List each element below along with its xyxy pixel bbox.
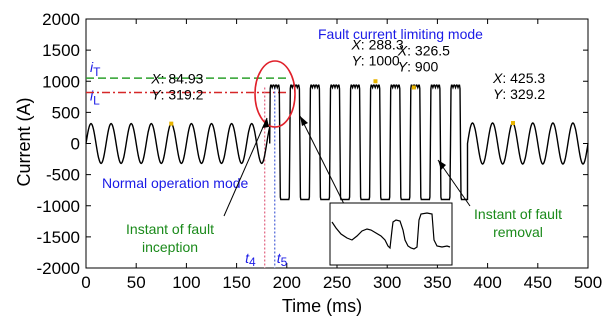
inception-arrowhead	[262, 118, 269, 128]
x-axis-label: Time (ms)	[282, 296, 362, 316]
fault-inception-annotation-line2: inception	[142, 239, 198, 255]
y-tick-label: -2000	[37, 259, 80, 278]
data-label-x: X: 84.93	[150, 71, 203, 87]
x-axis-ticks: 0 50 100 150 200 250 300 350 400 450 500	[81, 19, 602, 292]
threshold-lines: iT iL	[86, 59, 287, 107]
data-label-x: X: 326.5	[397, 42, 450, 58]
y-tick-label: -1000	[37, 197, 80, 216]
y-tick-label: 2000	[42, 10, 80, 29]
x-tick-label: 350	[423, 273, 451, 292]
current-waveform-line	[85, 84, 589, 201]
zoom-inset	[329, 202, 453, 266]
marker-label-4: t4	[245, 250, 256, 269]
x-tick-label: 250	[323, 273, 351, 292]
data-label-y: Y: 329.2	[493, 86, 545, 102]
threshold-label-L: iL	[90, 87, 100, 107]
x-tick-label: 100	[172, 273, 200, 292]
y-tick-label: 1500	[42, 41, 80, 60]
data-point-marker	[511, 121, 516, 126]
data-label-x: X: 288.3	[350, 36, 403, 52]
x-tick-label: 400	[473, 273, 501, 292]
y-axis-ticks: -2000 -1500 -1000 -500 0 500 1000 1500 2000	[37, 10, 588, 278]
fault-removal-annotation-line2: removal	[493, 224, 543, 240]
x-tick-label: 150	[222, 273, 250, 292]
x-tick-label: 200	[273, 273, 301, 292]
data-label-y: Y: 319.2	[151, 87, 203, 103]
x-tick-label: 50	[127, 273, 146, 292]
marker-label-5: t5	[277, 250, 288, 269]
annotations: Fault current limiting mode Normal opera…	[102, 26, 562, 255]
data-label-x: X: 425.3	[492, 70, 545, 86]
fault-inception-annotation-line1: Instant of fault	[126, 221, 214, 237]
y-tick-label: -1500	[37, 228, 80, 247]
threshold-label-T: iT	[90, 59, 101, 79]
fault-removal-annotation-line1: Instant of fault	[474, 206, 562, 222]
removal-arrowhead	[438, 160, 446, 170]
vertical-markers: t4 t5	[245, 87, 288, 269]
data-point-marker	[373, 79, 378, 84]
zoom-inset-trace	[331, 212, 451, 250]
y-axis-label: Current (A)	[14, 97, 34, 186]
x-tick-label: 0	[81, 273, 90, 292]
y-tick-label: 500	[52, 103, 80, 122]
fault-highlight-circle	[254, 60, 296, 128]
y-tick-label: 0	[71, 135, 80, 154]
data-point-marker	[411, 85, 416, 90]
removal-arrow	[437, 159, 471, 207]
data-point-marker	[169, 121, 174, 126]
fault-mode-annotation: Fault current limiting mode	[318, 26, 483, 42]
x-tick-label: 500	[574, 273, 602, 292]
normal-mode-annotation: Normal operation mode	[102, 175, 249, 191]
x-tick-label: 300	[373, 273, 401, 292]
zoom-inset-pointer-head	[300, 116, 308, 126]
y-tick-label: 1000	[42, 72, 80, 91]
y-tick-label: -500	[46, 166, 80, 185]
inception-arrow	[223, 117, 268, 217]
data-label-y: Y: 1000	[351, 52, 399, 68]
data-label-y: Y: 900	[398, 58, 439, 74]
x-tick-label: 450	[524, 273, 552, 292]
